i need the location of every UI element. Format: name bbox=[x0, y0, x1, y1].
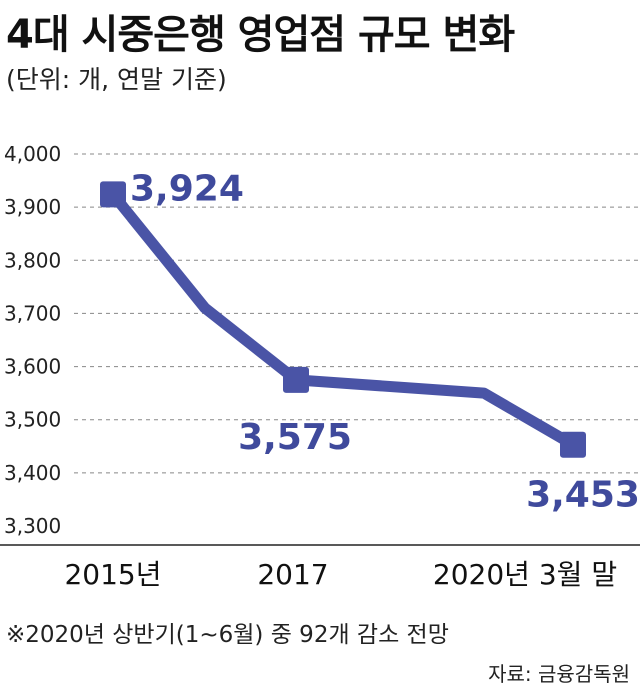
series-markers bbox=[100, 181, 586, 458]
data-point-marker bbox=[100, 181, 126, 208]
x-tick-label: 2017 bbox=[257, 558, 328, 591]
data-labels: 3,924 3,575 3,453 bbox=[130, 168, 640, 515]
data-point-marker bbox=[283, 366, 309, 393]
y-tick-label: 3,500 bbox=[4, 408, 61, 432]
y-tick-label: 3,400 bbox=[4, 461, 61, 485]
y-tick-label: 4,000 bbox=[4, 142, 61, 166]
data-label: 3,453 bbox=[526, 475, 640, 516]
y-tick-label: 3,600 bbox=[4, 355, 61, 379]
data-point-marker bbox=[560, 431, 586, 458]
y-tick-label: 3,300 bbox=[4, 514, 61, 538]
data-label: 3,575 bbox=[238, 417, 352, 458]
data-label: 3,924 bbox=[130, 168, 244, 209]
y-axis-ticks: 3,300 3,400 3,500 3,600 3,700 3,800 3,900 4,000 bbox=[4, 142, 61, 538]
x-axis-ticks: 2015년 2017 2020년 3월 말 bbox=[64, 558, 617, 591]
y-tick-label: 3,900 bbox=[4, 195, 61, 219]
x-tick-label: 2015년 bbox=[64, 558, 161, 591]
source-credit: 자료: 금융감독원 bbox=[488, 662, 630, 686]
y-tick-label: 3,800 bbox=[4, 248, 61, 272]
chart-subtitle: (단위: 개, 연말 기준) bbox=[6, 65, 227, 94]
footnote: ※2020년 상반기(1~6월) 중 92개 감소 전망 bbox=[6, 622, 449, 648]
grid-lines bbox=[74, 153, 640, 474]
x-tick-label: 2020년 3월 말 bbox=[433, 558, 617, 591]
y-tick-label: 3,700 bbox=[4, 301, 61, 325]
chart-title: 4대 시중은행 영업점 규모 변화 bbox=[6, 12, 515, 58]
series-line bbox=[107, 188, 579, 451]
